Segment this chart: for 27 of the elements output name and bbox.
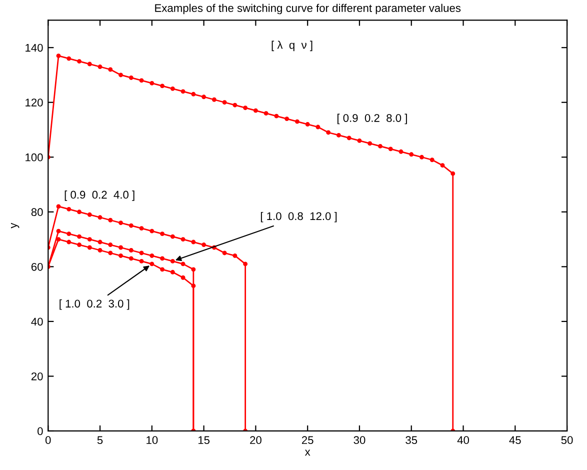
y-tick-label: 140 [26, 44, 43, 52]
y-tick-label: 40 [31, 318, 43, 326]
text: [ 1.0 0.2 3.0 ] [60, 299, 130, 310]
x-tick-label: 25 [302, 436, 314, 444]
x-tick-label: 45 [509, 436, 521, 444]
x-tick-label: 5 [97, 436, 103, 444]
y-tick-label: 100 [26, 153, 43, 162]
chart-title: Examples of the switching curve for different parameter values [155, 4, 461, 14]
x-tick-label: 20 [250, 436, 262, 444]
y-tick-label: 80 [31, 208, 43, 216]
x-tick-label: 0 [45, 436, 51, 444]
y-tick-label: 120 [26, 98, 43, 106]
x-tick-label: 10 [146, 436, 158, 444]
x-axis-title: x [304, 450, 310, 456]
series-label: [ 0.9 0.2 8.0 ] [337, 114, 407, 124]
annotation: [ λ q ν ] [272, 40, 312, 52]
x-tick-label: 15 [198, 436, 210, 444]
y-axis-title: y [11, 222, 20, 228]
y-tick-label: 60 [31, 262, 43, 271]
y-tick-label: 0 [38, 427, 43, 436]
x-tick-label: 50 [561, 436, 573, 444]
series-label: [ 0.9 0.2 4.0 ] [64, 190, 134, 201]
x-tick-label: 30 [354, 436, 366, 444]
y-tick-label: 20 [31, 372, 43, 380]
text: [ 1.0 0.8 12.0 ] [260, 212, 337, 222]
x-tick-label: 40 [457, 436, 470, 444]
x-tick-label: 35 [406, 436, 418, 444]
